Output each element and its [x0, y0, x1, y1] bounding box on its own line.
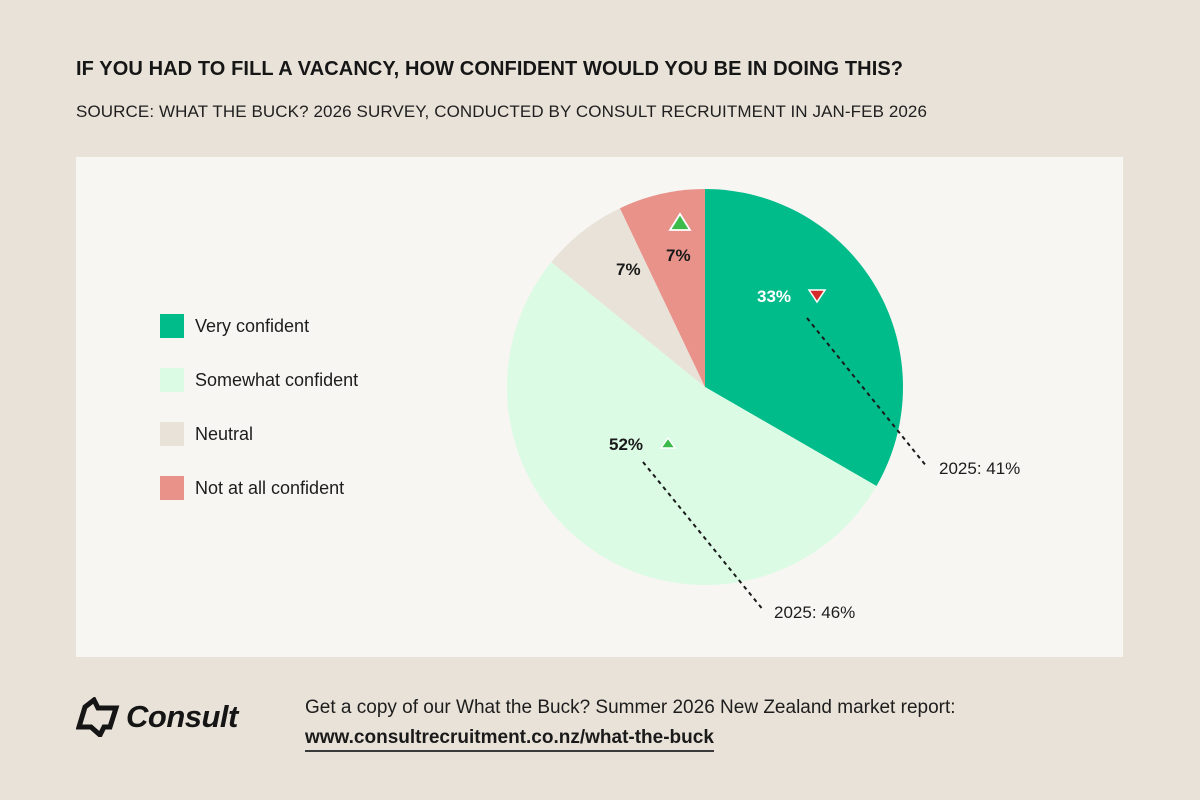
chart-panel: 33% 52% 7% 7% 2025: 41% 2025: 46%: [76, 157, 1123, 657]
legend-swatch: [160, 476, 184, 500]
legend-label: Neutral: [195, 423, 254, 444]
cta-text: Get a copy of our What the Buck? Summer …: [305, 697, 956, 718]
annotation-somewhat-confident-2025: 2025: 46%: [774, 603, 855, 622]
pie-slice-very-confident: [705, 189, 903, 486]
label-neutral: 7%: [616, 260, 641, 279]
legend-item-not-at-all-confident: Not at all confident: [160, 476, 358, 500]
pie-slice-somewhat-confident: [507, 262, 877, 585]
report-link[interactable]: www.consultrecruitment.co.nz/what-the-bu…: [305, 726, 714, 752]
logo-text: Consult: [126, 699, 238, 734]
chart-legend: Very confident Somewhat confident Neutra…: [160, 314, 358, 530]
legend-swatch: [160, 368, 184, 392]
annotation-very-confident-2025: 2025: 41%: [939, 459, 1020, 478]
pie-slice-neutral: [551, 208, 705, 387]
page-title: IF YOU HAD TO FILL A VACANCY, HOW CONFID…: [76, 58, 904, 80]
legend-swatch: [160, 314, 184, 338]
label-very-confident: 33%: [757, 287, 791, 306]
consult-logo-icon: [76, 697, 120, 737]
up-arrow-icon: [668, 212, 692, 231]
label-not-at-all: 7%: [666, 246, 691, 265]
legend-label: Very confident: [195, 315, 310, 336]
page-subtitle: SOURCE: WHAT THE BUCK? 2026 SURVEY, COND…: [76, 102, 928, 121]
legend-swatch: [160, 422, 184, 446]
legend-item-very-confident: Very confident: [160, 314, 358, 338]
legend-item-somewhat-confident: Somewhat confident: [160, 368, 358, 392]
up-arrow-icon: [659, 436, 677, 449]
footer-cta: Get a copy of our What the Buck? Summer …: [305, 693, 956, 753]
legend-label: Not at all confident: [195, 477, 345, 498]
down-arrow-icon: [807, 289, 827, 304]
pie-slice-not-at-all-confident: [619, 189, 705, 387]
consult-logo: Consult: [76, 697, 238, 737]
pie-slices: [507, 189, 903, 585]
pie-chart: 33% 52% 7% 7% 2025: 41% 2025: 46%: [507, 189, 1020, 622]
legend-item-neutral: Neutral: [160, 422, 358, 446]
label-somewhat-confident: 52%: [609, 435, 643, 454]
legend-label: Somewhat confident: [195, 369, 359, 390]
